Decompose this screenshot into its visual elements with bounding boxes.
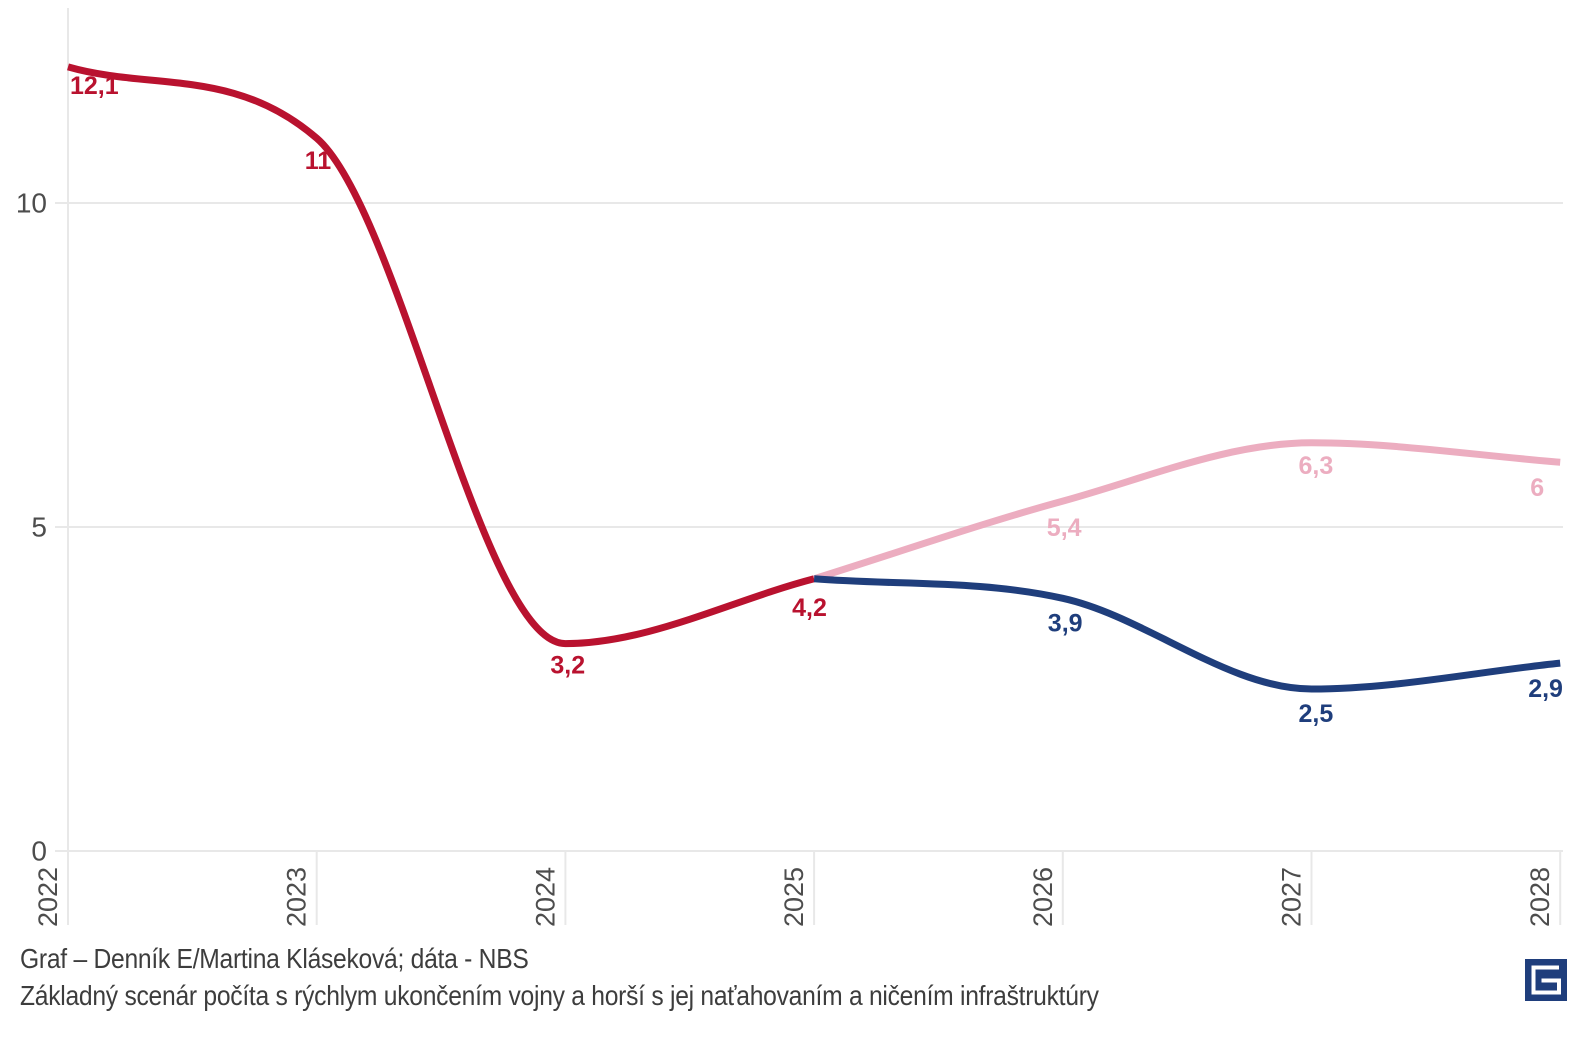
- series-line-main: [67, 63, 815, 648]
- data-label-horsi-scenar-2027: 6,3: [1299, 452, 1334, 480]
- chart-source-credit: Graf – Denník E/Martina Kláseková; dáta …: [20, 943, 529, 974]
- x-tick-label: 2024: [530, 867, 560, 927]
- x-tick-label: 2028: [1525, 867, 1555, 927]
- data-label-main-2022: 12,1: [70, 72, 119, 100]
- data-label-zakladny-scenar-2026: 3,9: [1048, 609, 1083, 637]
- x-tick-label: 2023: [282, 867, 312, 927]
- y-tick-label: 0: [31, 836, 47, 867]
- dennik-e-logo-icon: [1525, 959, 1567, 1001]
- x-tick-label: 2027: [1277, 867, 1307, 927]
- x-tick-label: 2022: [33, 867, 63, 927]
- series-line-zakladny-scenar: [813, 575, 1561, 693]
- data-label-zakladny-scenar-2027: 2,5: [1299, 700, 1334, 728]
- y-tick-label: 10: [16, 188, 47, 219]
- data-label-horsi-scenar-2026: 5,4: [1047, 514, 1082, 542]
- series-line-horsi-scenar: [813, 439, 1561, 583]
- data-label-main-2024: 3,2: [550, 652, 585, 680]
- dennik-e-logo: [1525, 959, 1567, 1001]
- x-tick-label: 2026: [1028, 867, 1058, 927]
- chart-footnote: Základný scenár počíta s rýchlym ukončen…: [20, 980, 1099, 1011]
- data-label-main-2025: 4,2: [792, 594, 827, 622]
- x-tick-label: 2025: [779, 867, 809, 927]
- data-label-main-2023: 11: [305, 147, 332, 175]
- chart-plot-area: 0 5 10 2022 2023 2024 2025 2026 2027 2028 12,1 11 3,…: [16, 8, 1563, 927]
- y-tick-label: 5: [31, 512, 47, 543]
- data-label-horsi-scenar-2028: 6: [1530, 474, 1544, 502]
- data-label-zakladny-scenar-2028: 2,9: [1528, 675, 1563, 703]
